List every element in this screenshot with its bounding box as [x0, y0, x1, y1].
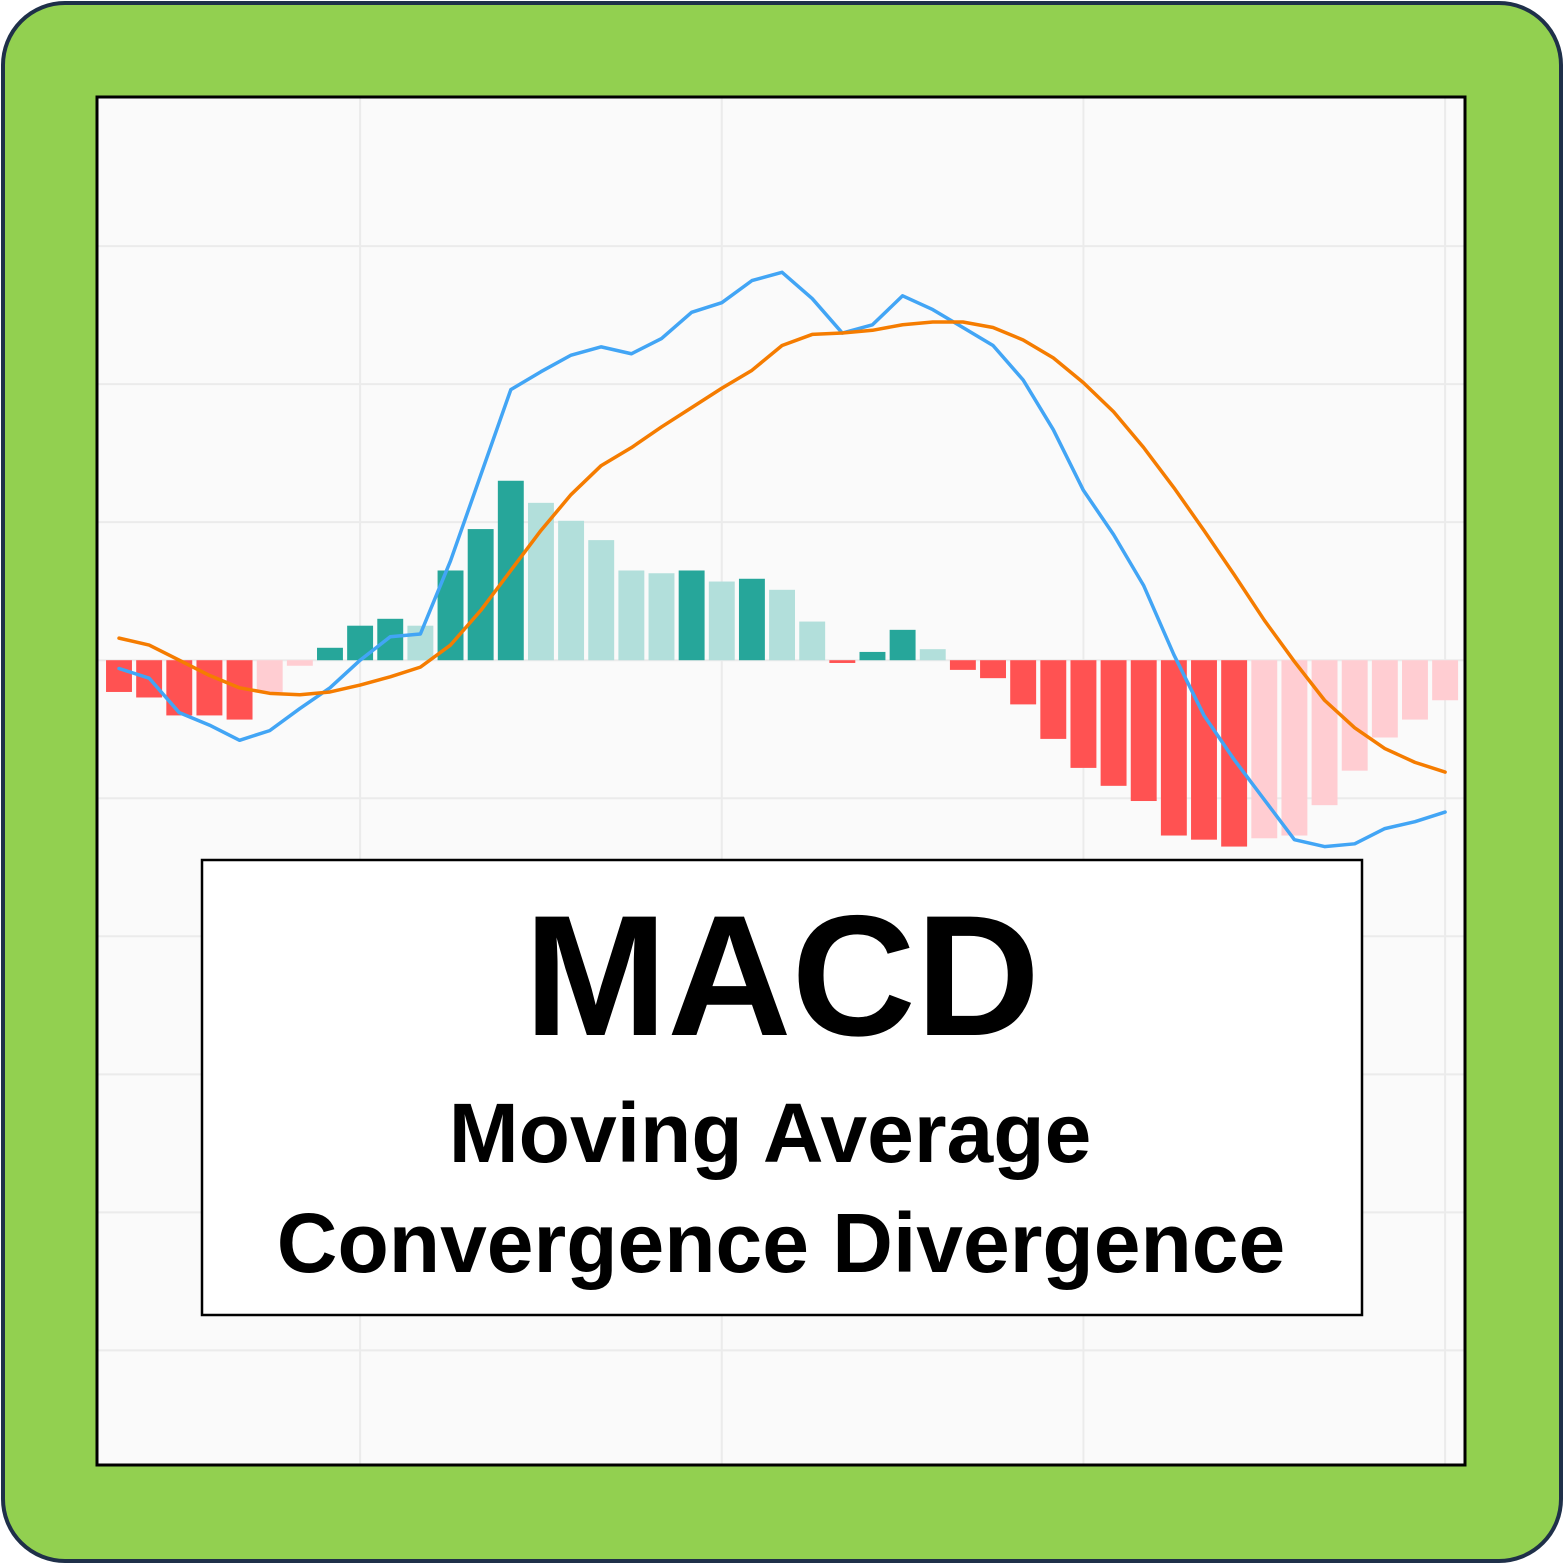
histogram-bar	[1100, 660, 1127, 786]
plot	[106, 270, 1459, 849]
histogram-bar	[708, 581, 735, 661]
histogram-bar	[919, 649, 946, 661]
histogram-bar	[1040, 660, 1067, 739]
histogram-bar	[1432, 660, 1459, 701]
histogram-bar	[1130, 660, 1157, 802]
histogram-bar	[1341, 660, 1368, 771]
line	[117, 270, 1447, 849]
histogram-bar	[527, 502, 554, 661]
histogram-bar	[1281, 660, 1308, 836]
histogram-bar	[1311, 660, 1338, 806]
histogram-bar	[1371, 660, 1398, 738]
subtitle: Moving Average	[449, 1086, 1092, 1180]
histogram-bar	[1010, 660, 1037, 705]
plot-frame	[95, 95, 1467, 1467]
histogram-bar	[889, 629, 916, 661]
histogram-bar	[196, 660, 223, 716]
line	[117, 320, 1447, 774]
histogram-bar	[558, 520, 585, 661]
histogram-bar	[1160, 660, 1187, 836]
histogram-bar	[829, 660, 856, 663]
histogram-bar	[1221, 660, 1248, 847]
histogram-bar	[1402, 660, 1428, 720]
histogram-bar	[317, 647, 343, 661]
histogram-bar	[738, 578, 765, 661]
histogram-bar	[166, 660, 193, 716]
histogram-bar	[949, 660, 976, 670]
histogram-bar	[106, 660, 132, 692]
histogram-bar	[256, 660, 283, 692]
histogram-bar	[467, 529, 494, 661]
histogram-bar	[769, 589, 796, 661]
histogram-bar	[859, 651, 886, 661]
subtitle: Convergence Divergence	[277, 1196, 1285, 1290]
histogram-bar	[377, 618, 404, 661]
histogram-bar	[1070, 660, 1097, 768]
histogram-bar	[1191, 660, 1217, 840]
histogram-bar	[286, 660, 313, 666]
histogram-bar	[799, 621, 826, 661]
histogram-bar	[588, 540, 615, 661]
histogram-bar	[618, 570, 645, 661]
histogram-bar	[980, 660, 1006, 679]
histogram-bar	[648, 573, 675, 661]
histogram-bar	[678, 570, 705, 661]
title-box	[200, 858, 1364, 1317]
chart-title: MACD	[524, 880, 1040, 1072]
